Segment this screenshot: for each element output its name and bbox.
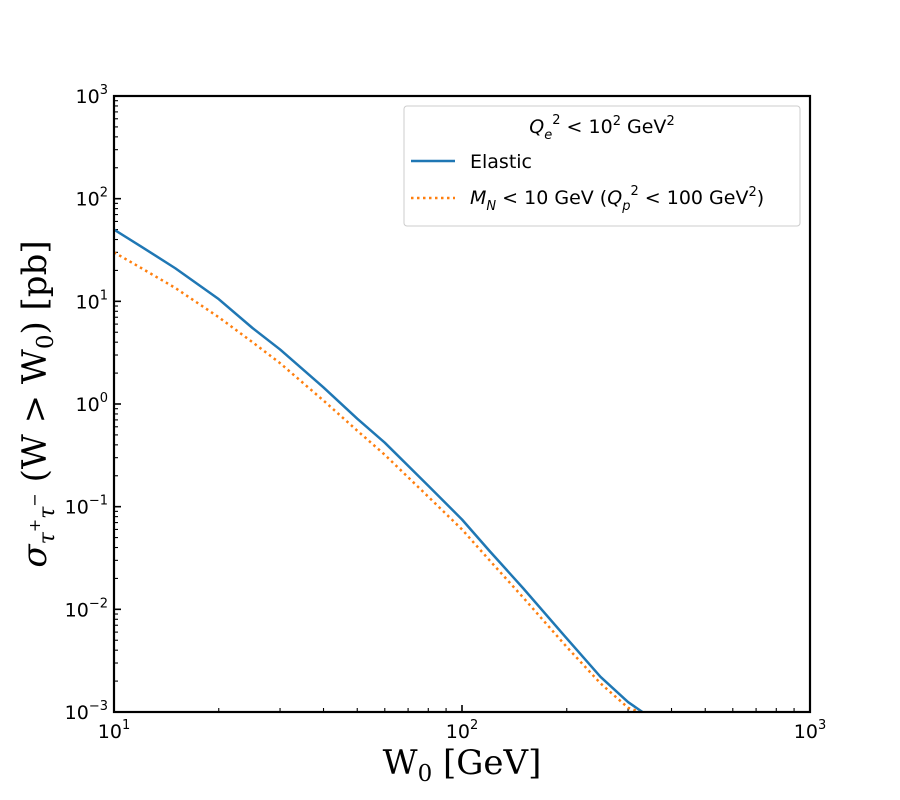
x-tick-label: 101: [98, 718, 130, 743]
y-tick-label: 102: [76, 186, 108, 211]
legend-label-dissociative: MN < 10 GeV (Qp2 < 100 GeV2): [470, 184, 764, 214]
x-tick-label: 102: [446, 718, 478, 743]
y-tick-label: 103: [76, 83, 108, 108]
legend-title: Qe2 < 102 GeV2: [529, 113, 674, 143]
series-layer: [113, 228, 644, 714]
x-tick-label: 103: [794, 718, 826, 743]
y-tick-labels: 10−3 10−2 10−1 100 101 102 103: [65, 83, 108, 724]
legend-label-elastic: Elastic: [470, 151, 532, 173]
legend-box: [403, 105, 801, 227]
legend: Qe2 < 102 GeV2 Elastic MN < 10 GeV (Qp2 …: [403, 105, 801, 227]
y-tick-label: 100: [76, 391, 108, 416]
y-tick-label: 10−2: [65, 596, 108, 621]
x-tick-labels: 101 102 103: [98, 718, 826, 743]
x-axis-title: W0 [GeV]: [383, 743, 542, 787]
y-axis-title: στ+τ− (W > W0) [pb]: [15, 240, 60, 567]
y-tick-label: 10−1: [65, 494, 108, 519]
y-tick-label: 10−3: [65, 699, 108, 724]
plot-frame: [112, 94, 812, 714]
y-tick-label: 101: [76, 288, 108, 313]
series-line-dissociative: [113, 251, 641, 714]
series-line-elastic: [113, 228, 644, 714]
